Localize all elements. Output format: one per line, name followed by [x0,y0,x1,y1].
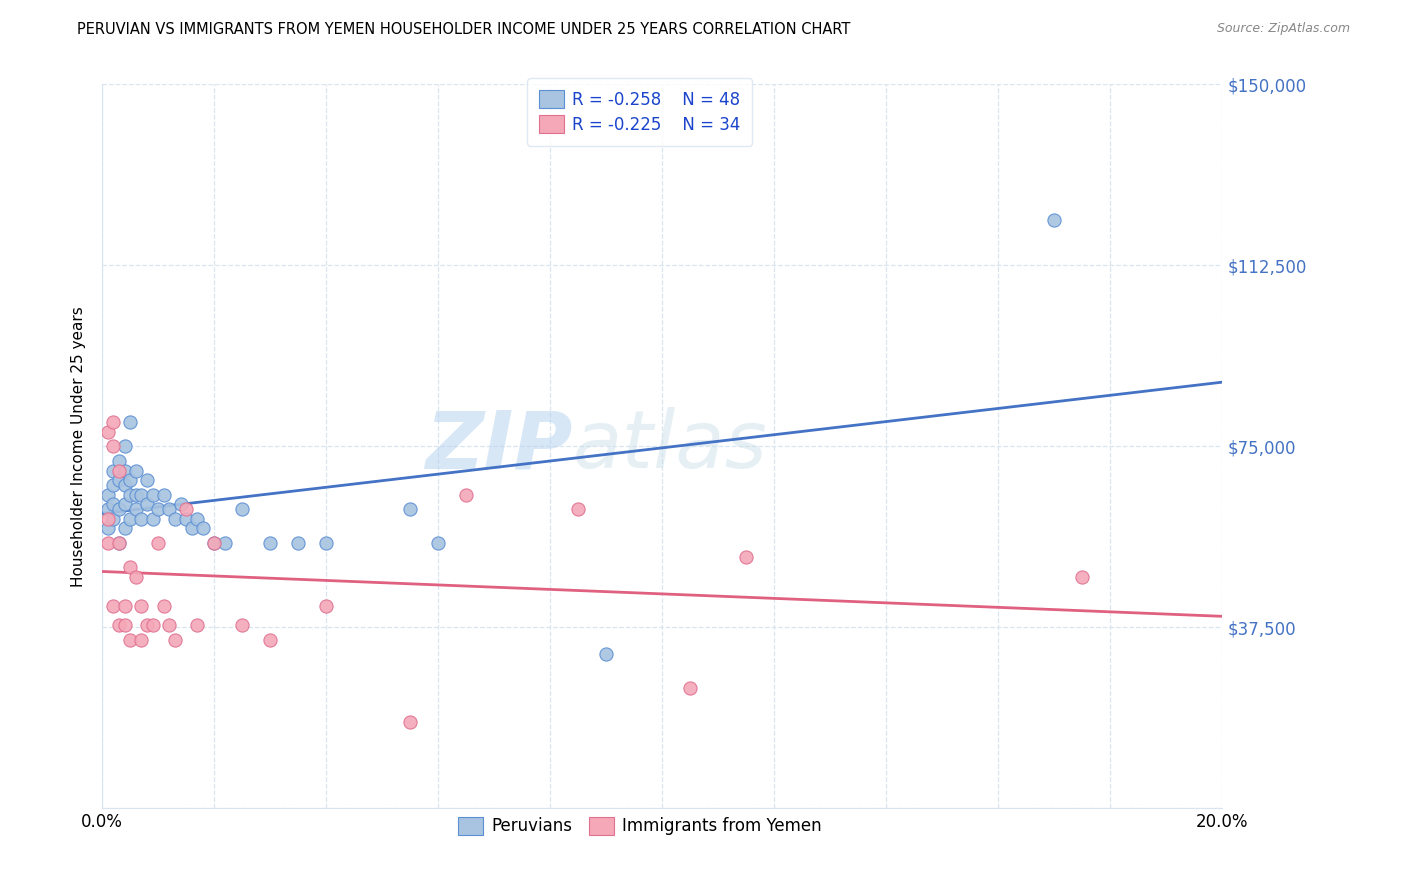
Text: PERUVIAN VS IMMIGRANTS FROM YEMEN HOUSEHOLDER INCOME UNDER 25 YEARS CORRELATION : PERUVIAN VS IMMIGRANTS FROM YEMEN HOUSEH… [77,22,851,37]
Point [142,512,165,526]
Point [131,512,153,526]
Point [114,618,136,632]
Point [108,618,131,632]
Point [108,473,131,487]
Point [108,502,131,516]
Point [125,570,148,584]
Point [159,502,181,516]
Point [595,647,617,661]
Point [679,681,702,695]
Point [97,521,120,535]
Point [114,497,136,511]
Point [97,502,120,516]
Legend: Peruvians, Immigrants from Yemen: Peruvians, Immigrants from Yemen [450,808,830,844]
Point [287,536,309,550]
Point [97,488,120,502]
Point [120,632,142,647]
Point [97,512,120,526]
Point [108,536,131,550]
Point [114,521,136,535]
Point [103,497,125,511]
Point [186,512,208,526]
Point [136,497,159,511]
Point [97,536,120,550]
Point [120,415,142,429]
Point [136,473,159,487]
Point [259,632,281,647]
Point [163,632,186,647]
Point [131,599,153,613]
Point [153,599,176,613]
Point [114,439,136,453]
Point [131,488,153,502]
Point [125,464,148,478]
Point [103,599,125,613]
Point [259,536,281,550]
Point [103,439,125,453]
Point [163,512,186,526]
Point [567,502,589,516]
Point [125,488,148,502]
Point [169,497,191,511]
Point [131,632,153,647]
Point [108,454,131,468]
Point [202,536,225,550]
Point [120,473,142,487]
Text: ZIP: ZIP [426,408,572,485]
Point [231,502,253,516]
Point [1071,570,1094,584]
Point [191,521,214,535]
Point [125,502,148,516]
Point [136,618,159,632]
Point [399,714,422,729]
Point [103,415,125,429]
Point [97,425,120,439]
Point [114,599,136,613]
Point [120,488,142,502]
Y-axis label: Householder Income Under 25 years: Householder Income Under 25 years [72,306,86,587]
Text: Source: ZipAtlas.com: Source: ZipAtlas.com [1216,22,1350,36]
Point [108,464,131,478]
Point [108,536,131,550]
Point [214,536,236,550]
Point [103,464,125,478]
Point [159,618,181,632]
Point [148,502,170,516]
Point [120,560,142,574]
Point [148,536,170,550]
Point [186,618,208,632]
Point [142,618,165,632]
Point [456,488,478,502]
Point [114,478,136,492]
Point [120,512,142,526]
Point [180,521,202,535]
Point [114,464,136,478]
Point [142,488,165,502]
Point [174,502,197,516]
Point [735,550,758,565]
Point [174,512,197,526]
Point [202,536,225,550]
Point [399,502,422,516]
Point [427,536,450,550]
Point [153,488,176,502]
Point [1043,212,1066,227]
Point [315,536,337,550]
Point [315,599,337,613]
Point [231,618,253,632]
Point [103,512,125,526]
Text: atlas: atlas [572,408,768,485]
Point [103,478,125,492]
